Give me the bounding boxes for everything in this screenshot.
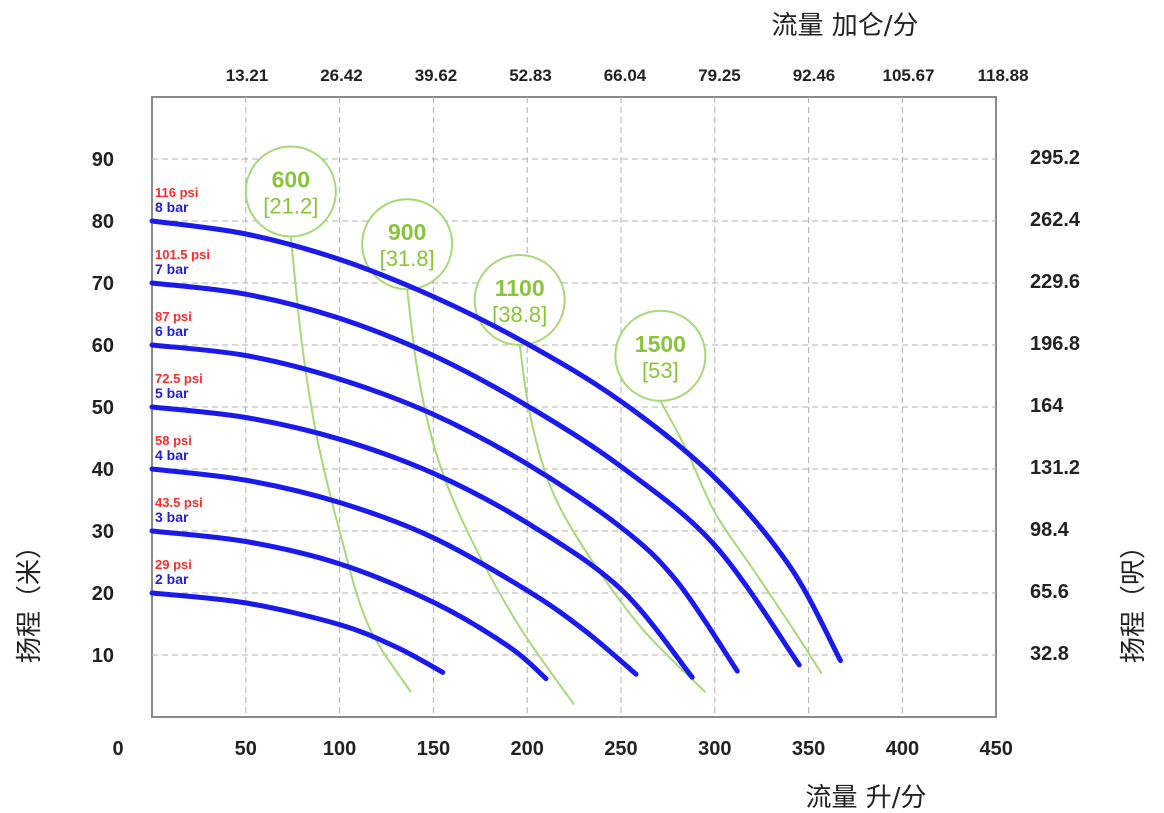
psi-label: 29 psi [155,557,192,572]
x-top-tick-label: 92.46 [793,66,836,85]
air-curve [289,236,412,693]
psi-label: 87 psi [155,309,192,324]
pressure-curve [149,466,639,677]
x-top-tick-label: 39.62 [415,66,458,85]
air-consumption-curves: 600[21.2] 900[31.8] 1100[38.8] 1500[53] [244,145,823,706]
y-tick-label: 30 [92,521,114,543]
y-tick-label: 20 [92,583,114,605]
bar-label: 7 bar [155,261,189,277]
x-tick-label: 350 [792,738,825,760]
air-bubble [244,145,337,238]
x-tick-label: 200 [511,738,544,760]
bar-label: 6 bar [155,323,189,339]
x-top-tick-label: 13.21 [226,66,269,85]
x-tick-label: 450 [980,738,1013,760]
y-right-tick-label: 196.8 [1030,333,1080,355]
air-sub-label: [31.8] [380,246,435,271]
psi-label: 58 psi [155,433,192,448]
x-top-tick-label: 26.42 [320,66,363,85]
grid-lines [152,97,996,717]
y-right-tick-label: 295.2 [1030,147,1080,169]
y-tick-label: 60 [92,335,114,357]
y-axis-right-title: 扬程（呎） [1119,533,1149,663]
air-bubble [361,198,454,291]
psi-label: 101.5 psi [155,247,210,262]
bar-label: 4 bar [155,447,189,463]
x-tick-label: 400 [886,738,919,760]
air-value-label: 900 [388,219,426,245]
x-top-tick-label: 52.83 [509,66,552,85]
x-tick-label: 250 [604,738,637,760]
air-value-label: 1100 [495,275,545,301]
x-tick-label: 100 [323,738,356,760]
bar-label: 2 bar [155,571,189,587]
air-bubble [614,309,707,402]
y-tick-label: 70 [92,273,114,295]
pressure-curve [149,404,695,680]
y-right-tick-label: 229.6 [1030,271,1080,293]
pressure-curve [149,342,740,674]
pressure-curve [149,280,802,668]
x-top-tick-label: 79.25 [698,66,741,85]
pressure-curve [149,590,446,675]
y-right-tick-label: 164 [1030,395,1064,417]
y-right-tick-label: 65.6 [1030,581,1069,603]
x-top-tick-label: 66.04 [604,66,647,85]
x-tick-label: 150 [417,738,450,760]
y-axis-title: 扬程（米） [15,533,45,663]
psi-label: 43.5 psi [155,495,203,510]
air-sub-label: [53] [642,358,679,383]
air-bubble [473,254,566,346]
x-axis-top-title: 流量 加仑/分 [771,11,918,41]
y-right-tick-label: 131.2 [1030,457,1080,479]
bar-label: 8 bar [155,199,189,215]
y-right-tick-label: 98.4 [1030,519,1070,541]
bar-label: 3 bar [155,509,189,525]
psi-label: 116 psi [155,185,198,200]
air-curve [406,289,575,706]
bar-label: 5 bar [155,385,189,401]
y-tick-label: 90 [92,149,114,171]
psi-label: 72.5 psi [155,371,203,386]
pressure-curve [149,218,843,664]
x-tick-label: 0 [112,738,123,760]
air-value-label: 600 [272,167,310,193]
y-tick-label: 40 [92,459,114,481]
x-tick-label: 50 [235,738,257,760]
x-top-tick-label: 105.67 [883,66,935,85]
x-tick-label: 300 [698,738,731,760]
y-right-tick-label: 32.8 [1030,643,1069,665]
air-value-label: 1500 [635,331,686,357]
y-tick-label: 80 [92,211,114,233]
air-sub-label: [21.2] [263,194,318,219]
y-tick-label: 50 [92,397,114,419]
pressure-curve [149,528,549,682]
x-axis-title: 流量 升/分 [805,783,926,813]
x-top-tick-label: 118.88 [977,66,1028,85]
y-right-tick-label: 262.4 [1030,209,1081,231]
air-curve [518,344,707,693]
air-sub-label: [38.8] [492,302,547,327]
y-tick-label: 10 [92,645,114,667]
pressure-curves [149,218,843,682]
axis-ticks: 0 50 100 150 200 250 300 350 400 450 13.21 26.42 39.… [92,66,1081,760]
